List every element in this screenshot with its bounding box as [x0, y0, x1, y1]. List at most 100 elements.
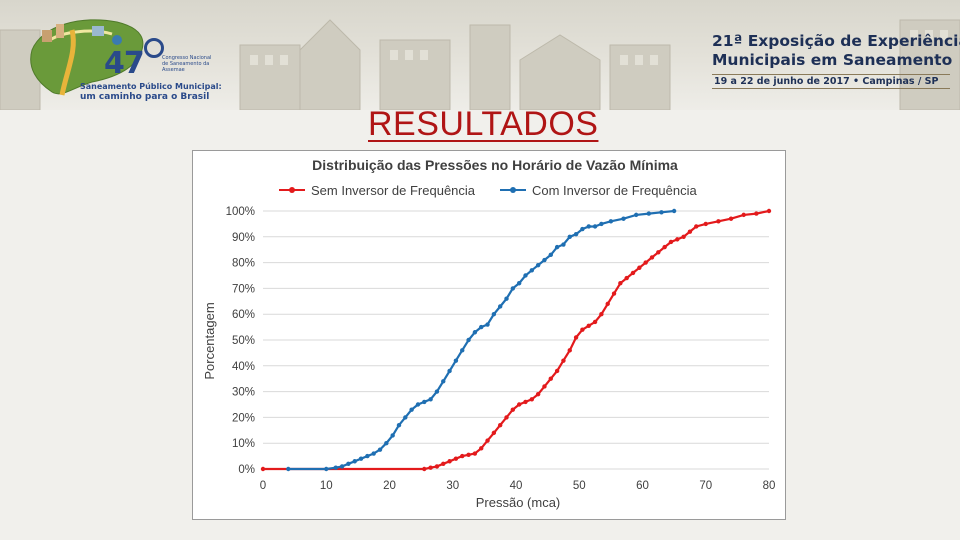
data-point-1-40	[573, 232, 579, 237]
data-point-1-28	[497, 304, 503, 309]
data-point-0-41	[675, 237, 680, 242]
congress-theme-line2: um caminho para o Brasil	[80, 92, 210, 102]
city-skyline-illustration	[0, 19, 960, 110]
data-point-1-37	[554, 244, 560, 250]
data-point-1-7	[365, 453, 370, 459]
data-point-1-43	[592, 224, 598, 229]
x-tick-label-6: 60	[636, 480, 649, 492]
data-point-0-8	[466, 452, 471, 458]
data-point-0-26	[580, 327, 585, 332]
data-point-0-35	[637, 265, 642, 270]
data-point-0-22	[554, 368, 560, 374]
data-point-1-0	[286, 466, 291, 472]
x-tick-label-2: 20	[383, 480, 396, 492]
slide-title: RESULTADOS	[368, 105, 599, 143]
chart-legend: Sem Inversor de Frequência Com Inversor …	[279, 183, 698, 198]
x-tick-labels: 0 10 20 30 40 50 60 70 80	[260, 480, 776, 492]
x-tick-label-1: 10	[320, 480, 333, 492]
y-tick-label-7: 70%	[232, 283, 255, 295]
pressure-distribution-chart: Distribuição das Pressões no Horário de …	[192, 150, 786, 520]
y-tick-label-6: 60%	[232, 309, 255, 321]
data-point-0-6	[453, 456, 459, 461]
data-point-0-32	[618, 281, 623, 286]
data-point-1-24	[472, 330, 478, 335]
data-point-0-25	[573, 335, 579, 340]
data-point-1-1	[324, 466, 329, 472]
data-point-1-30	[510, 286, 516, 291]
data-point-1-41	[580, 226, 585, 232]
data-point-1-14	[409, 407, 414, 412]
data-point-1-26	[485, 322, 490, 327]
y-tick-label-0: 0%	[238, 464, 255, 476]
data-point-1-17	[428, 397, 433, 402]
data-point-1-25	[479, 324, 484, 330]
legend-marker-sem-inversor	[289, 187, 295, 193]
data-point-0-36	[643, 260, 648, 265]
gridlines	[263, 210, 769, 470]
legend-marker-com-inversor	[510, 187, 516, 193]
legend-label-sem-inversor: Sem Inversor de Frequência	[311, 183, 476, 198]
data-point-0-23	[561, 358, 566, 363]
data-point-1-22	[460, 348, 465, 353]
x-tick-label-8: 80	[763, 480, 776, 492]
data-point-1-38	[561, 242, 566, 247]
data-point-1-16	[422, 399, 427, 405]
data-point-0-29	[599, 312, 604, 317]
data-point-0-0	[260, 466, 266, 472]
data-point-1-2	[333, 465, 338, 470]
data-point-1-35	[542, 257, 547, 263]
data-point-0-46	[716, 219, 721, 224]
data-point-1-10	[384, 441, 389, 446]
data-point-1-46	[621, 216, 626, 221]
data-point-0-38	[656, 250, 661, 255]
data-point-0-37	[649, 255, 655, 260]
data-point-1-39	[567, 234, 572, 239]
header-banner: 47 Congresso Nacional de Saneamento da A…	[0, 0, 960, 110]
data-point-1-20	[447, 368, 452, 374]
data-point-1-27	[491, 312, 497, 317]
expo-heading: 21ª Exposição de Experiências Municipais…	[712, 32, 960, 89]
data-point-1-8	[371, 451, 376, 456]
data-point-0-9	[472, 451, 478, 456]
data-point-1-31	[516, 281, 522, 286]
data-point-0-48	[741, 212, 746, 218]
y-tick-label-1: 10%	[232, 438, 255, 450]
data-point-0-49	[754, 211, 759, 216]
data-point-0-42	[681, 234, 686, 239]
data-point-0-33	[624, 275, 629, 281]
data-point-0-27	[586, 323, 591, 329]
data-point-1-33	[529, 268, 535, 273]
data-point-1-12	[396, 422, 402, 428]
expo-title-line2: Municipais em Saneamento	[712, 51, 953, 69]
expo-date-location: 19 a 22 de junho de 2017 • Campinas / SP	[712, 74, 950, 89]
data-point-1-29	[504, 296, 509, 301]
data-point-0-17	[523, 399, 528, 405]
y-axis-label: Porcentagem	[202, 302, 217, 379]
data-point-1-6	[358, 456, 364, 461]
data-point-0-7	[460, 453, 465, 459]
congress-number: 47	[104, 46, 145, 81]
data-point-0-16	[516, 402, 522, 407]
data-point-1-18	[434, 389, 440, 394]
y-tick-label-3: 30%	[232, 387, 255, 399]
congress-logo: 47 Congresso Nacional de Saneamento da A…	[22, 10, 222, 102]
data-point-1-5	[352, 459, 357, 464]
data-point-0-50	[766, 208, 772, 214]
legend-label-com-inversor: Com Inversor de Frequência	[532, 183, 698, 198]
data-point-0-4	[441, 461, 446, 467]
data-point-1-15	[415, 402, 421, 407]
data-point-1-34	[535, 262, 541, 268]
data-point-1-48	[646, 211, 652, 216]
data-point-1-4	[346, 461, 351, 467]
data-point-1-9	[377, 447, 383, 452]
data-point-0-45	[703, 221, 708, 227]
y-tick-label-8: 80%	[232, 258, 255, 270]
series-1	[286, 208, 677, 472]
data-point-0-12	[491, 430, 497, 436]
chart-title: Distribuição das Pressões no Horário de …	[312, 157, 678, 173]
data-point-0-47	[728, 216, 734, 221]
data-point-1-42	[586, 224, 591, 229]
data-point-0-21	[548, 376, 553, 381]
data-point-0-14	[504, 415, 509, 420]
data-point-0-28	[592, 319, 598, 325]
